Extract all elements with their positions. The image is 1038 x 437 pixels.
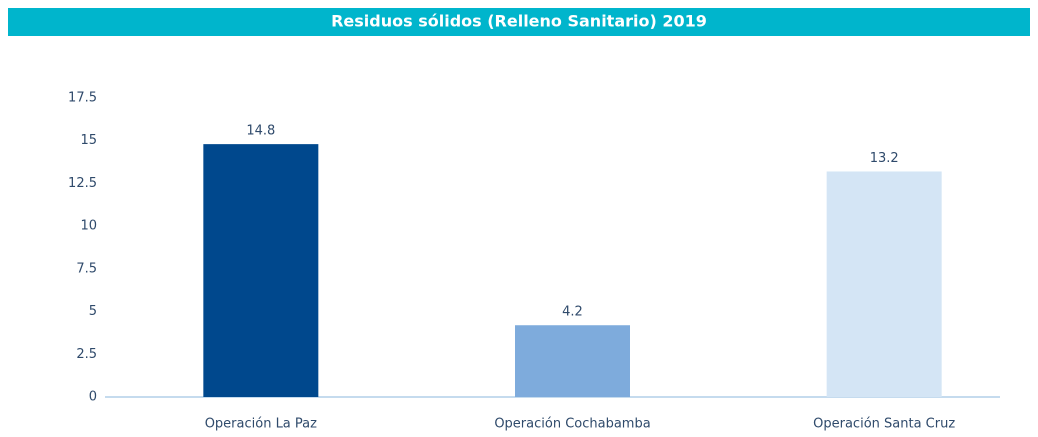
title-banner [8, 8, 1030, 36]
y-tick-label: 7.5 [76, 261, 97, 276]
y-tick-label: 10 [80, 219, 97, 234]
y-tick-label: 17.5 [68, 91, 97, 106]
value-label: 14.8 [246, 124, 275, 139]
bar [515, 325, 630, 397]
bar [203, 144, 319, 397]
y-tick-label: 0 [89, 390, 97, 405]
bar [826, 171, 942, 397]
value-label: 4.2 [562, 305, 583, 320]
x-tick-label: Operación Santa Cruz [813, 417, 955, 432]
y-tick-label: 5 [89, 304, 97, 319]
value-label: 13.2 [870, 151, 899, 166]
chart-title: Residuos sólidos (Relleno Sanitario) 201… [331, 12, 707, 31]
x-tick-label: Operación La Paz [205, 417, 317, 432]
y-tick-label: 12.5 [68, 176, 97, 191]
y-tick-label: 15 [80, 133, 97, 148]
y-tick-label: 2.5 [76, 347, 97, 362]
x-tick-label: Operación Cochabamba [494, 417, 650, 432]
